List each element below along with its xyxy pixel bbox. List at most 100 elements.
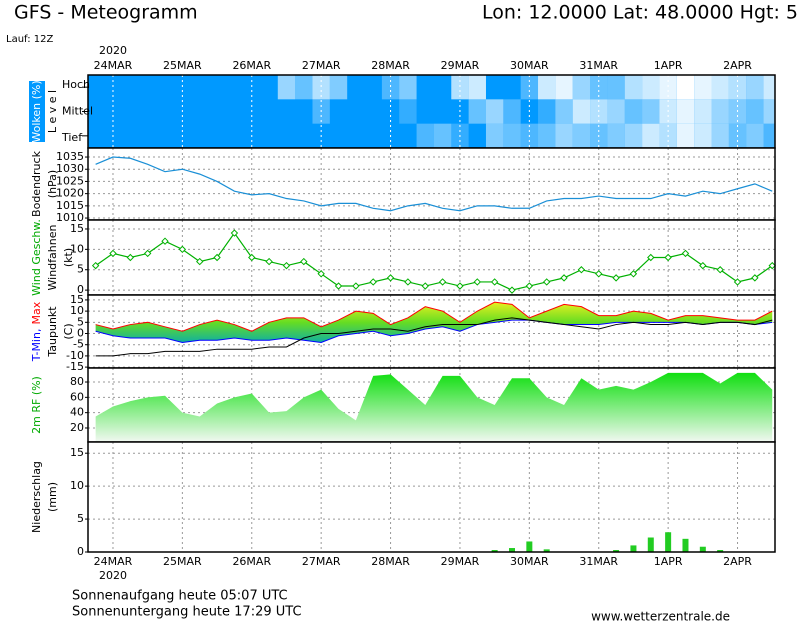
- y-axis-label: Bodendruck: [30, 150, 43, 217]
- y-axis-label: Wolken (%): [30, 80, 43, 142]
- x-tick-label: 2APR: [723, 59, 752, 72]
- y-axis-label-part: Wind Geschw.: [30, 219, 43, 296]
- level-label: Mittel: [62, 105, 93, 118]
- y-tick-label: 1020: [56, 187, 84, 200]
- cloud-cell: [624, 123, 643, 148]
- x-tick-label: 26MAR: [232, 555, 271, 568]
- cloud-cell: [122, 99, 139, 123]
- cloud-cell: [277, 75, 296, 100]
- cloud-cell: [607, 75, 625, 100]
- marker: [508, 286, 516, 294]
- cloud-cell: [156, 124, 173, 148]
- y-axis-label-part: Wolken (%): [30, 80, 43, 142]
- cloud-cell: [260, 99, 277, 123]
- area: [95, 372, 773, 442]
- x-tick-label: 27MAR: [302, 59, 341, 72]
- y-tick-label: -15: [66, 360, 84, 373]
- y-tick-label: 0: [77, 327, 84, 340]
- y-tick-label: 5: [77, 512, 84, 525]
- y-tick-label: -10: [66, 349, 84, 362]
- run: Lauf: 12Z: [6, 34, 53, 45]
- y-axis-label-part: Windfahnen: [46, 225, 59, 291]
- cloud-cell: [329, 75, 348, 100]
- marker: [334, 282, 343, 290]
- temp-band: [95, 302, 773, 343]
- cloud-cell: [520, 75, 539, 100]
- x-tick-label: 28MAR: [371, 555, 410, 568]
- y-tick-label: 1010: [56, 211, 84, 224]
- cloud-cell: [208, 124, 225, 148]
- y-tick-label: 10: [70, 242, 84, 255]
- y-tick-label: 80: [70, 375, 84, 388]
- y-tick-label: 10: [70, 304, 84, 317]
- cloud-cell: [88, 124, 104, 148]
- cloud-cell: [330, 99, 347, 123]
- x-tick-label: 31MAR: [579, 555, 618, 568]
- y-tick-label: 5: [77, 263, 84, 276]
- label-box: [29, 81, 45, 142]
- cloud-cell: [590, 75, 608, 100]
- y-tick-label: 10: [70, 479, 84, 492]
- series-line: [95, 319, 773, 343]
- cloud-cell: [572, 75, 591, 100]
- cloud-cell: [122, 75, 139, 99]
- cloud-cell: [676, 123, 695, 148]
- cloud-cell: [347, 99, 364, 123]
- cloud-cell: [728, 75, 747, 100]
- cloud-cell: [711, 123, 729, 148]
- level-label: Hoch: [62, 78, 90, 91]
- cloud-cell: [624, 99, 643, 124]
- bar: [613, 550, 620, 552]
- cloud-cell: [503, 123, 521, 148]
- marker: [143, 249, 152, 258]
- cloud-cell: [763, 75, 775, 100]
- y-axis-label: Taupunkt: [46, 306, 59, 358]
- cloud-cell: [746, 123, 764, 148]
- cloud-cell: [642, 99, 660, 124]
- cloud-cell: [694, 99, 712, 124]
- x-tick-label: 26MAR: [232, 59, 271, 72]
- marker: [196, 257, 204, 266]
- cloud-cell: [226, 75, 243, 99]
- x-tick-label: 31MAR: [579, 59, 618, 72]
- y-axis-label: 2m RF (%): [30, 376, 43, 434]
- y-axis-label: (mm): [46, 482, 59, 512]
- cloud-cell: [538, 75, 556, 100]
- cloud-cell: [191, 99, 208, 123]
- series-line: [95, 156, 773, 212]
- x-tick-label: 24MAR: [94, 555, 133, 568]
- x-tick-label: 29MAR: [441, 59, 480, 72]
- cloud-cell: [694, 75, 712, 100]
- cloud-cell: [191, 75, 208, 99]
- cloud-cell: [295, 99, 312, 123]
- marker: [456, 282, 464, 290]
- marker: [265, 257, 273, 266]
- cloud-cell: [538, 99, 556, 124]
- cloud-cell: [88, 75, 104, 99]
- panel-frame: [87, 441, 776, 553]
- cloud-cell: [399, 99, 417, 124]
- cloud-cell: [417, 99, 434, 123]
- y-axis-label-part: Max: [30, 301, 43, 324]
- bar: [508, 548, 515, 552]
- cloud-cell: [555, 99, 573, 124]
- marker: [300, 257, 308, 266]
- y-axis-label-part: T-Min,: [30, 329, 43, 363]
- y-axis-label: Wind Geschw.: [30, 219, 43, 296]
- y-axis-label: L e v e l: [46, 90, 59, 133]
- y-axis-label-part: (hPa): [46, 170, 59, 198]
- cloud-cell: [365, 99, 382, 123]
- cloud-cell: [347, 75, 364, 99]
- cloud-cell: [485, 99, 504, 124]
- year-top: 2020: [99, 44, 127, 57]
- x-tick-label: 1APR: [654, 555, 683, 568]
- cloud-cell: [642, 123, 660, 148]
- cloud-cell: [572, 123, 591, 148]
- y-axis-label-part: (C): [62, 323, 75, 339]
- y-tick-label: 15: [70, 222, 84, 235]
- y-axis-label-part: Bodendruck: [30, 150, 43, 217]
- cloud-cell: [226, 124, 243, 148]
- bar: [717, 550, 724, 552]
- cloud-cell: [139, 75, 156, 99]
